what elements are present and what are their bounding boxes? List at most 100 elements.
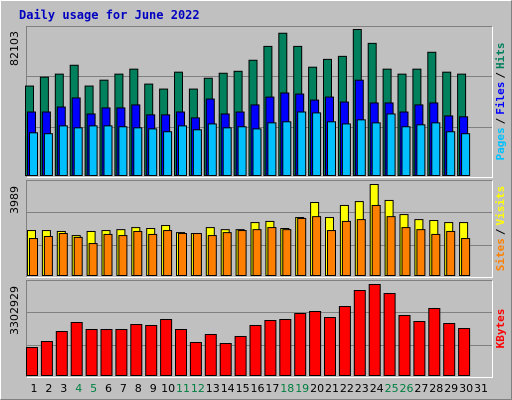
panel-shadow <box>26 280 493 378</box>
panel-highlight <box>26 26 493 178</box>
x-tick-label: 9 <box>150 382 157 395</box>
bar <box>163 131 173 176</box>
bar <box>324 317 336 377</box>
x-tick-label: 6 <box>105 382 112 395</box>
bar <box>371 122 381 176</box>
bar <box>192 233 202 276</box>
bar <box>133 230 143 276</box>
x-tick-label: 22 <box>340 382 354 395</box>
legend-entry: KBytes <box>494 309 507 349</box>
bar <box>222 127 232 176</box>
bar <box>178 233 187 276</box>
x-tick-label: 24 <box>370 382 384 395</box>
bar <box>446 131 456 176</box>
bar <box>282 229 292 277</box>
x-tick-label: 27 <box>414 382 428 395</box>
bar <box>237 230 247 277</box>
bar <box>413 320 426 377</box>
legend-separator: / <box>494 117 507 124</box>
bar <box>327 230 336 277</box>
bar <box>103 233 113 276</box>
legend: Pages / Files / Hits <box>494 43 507 161</box>
bar <box>100 328 113 376</box>
bar <box>383 293 396 377</box>
bar <box>312 216 322 276</box>
x-tick-label: 19 <box>295 382 309 395</box>
x-tick-label: 20 <box>310 382 324 395</box>
x-tick-label: 10 <box>161 382 175 395</box>
legend: Sites / Visits <box>494 186 507 272</box>
bar <box>264 320 277 376</box>
bar <box>178 125 187 176</box>
bar <box>58 125 68 176</box>
x-tick-label: 5 <box>90 382 97 395</box>
bar <box>327 121 336 176</box>
x-tick-label: 15 <box>236 382 250 395</box>
bar <box>249 324 262 376</box>
bar <box>252 128 262 177</box>
bar <box>118 235 128 276</box>
bar <box>428 307 441 377</box>
bar <box>145 324 158 376</box>
bar <box>130 324 143 376</box>
x-tick-label: 25 <box>385 382 399 395</box>
x-tick-label: 26 <box>400 382 414 395</box>
bar <box>222 232 232 277</box>
x-tick-label: 12 <box>191 382 205 395</box>
bar <box>416 124 426 176</box>
bar <box>192 129 202 177</box>
bar <box>88 125 98 176</box>
x-tick-label: 17 <box>265 382 279 395</box>
bar <box>55 331 68 377</box>
x-tick-label: 8 <box>135 382 142 395</box>
bar <box>461 238 471 276</box>
bar <box>70 321 83 377</box>
bar <box>458 327 471 376</box>
x-tick-label: 1 <box>31 382 38 395</box>
x-tick-label: 14 <box>221 382 235 395</box>
panel-shadow <box>26 180 493 278</box>
bar <box>309 310 322 376</box>
panel-highlight <box>26 180 493 278</box>
legend-entry: Pages <box>494 127 507 160</box>
bar <box>279 318 292 376</box>
bar <box>133 127 143 176</box>
bar <box>338 306 351 376</box>
panel-highlight <box>26 280 493 378</box>
bar <box>43 133 53 176</box>
bar <box>88 243 98 276</box>
bar <box>461 133 471 176</box>
x-tick-label: 18 <box>280 382 294 395</box>
x-tick-label: 21 <box>325 382 339 395</box>
bar <box>252 229 262 277</box>
bar <box>267 122 277 176</box>
bar <box>207 123 217 177</box>
x-tick-label: 28 <box>429 382 443 395</box>
bar <box>294 313 307 376</box>
legend-entry: Files <box>494 82 507 115</box>
x-tick-label: 13 <box>206 382 220 395</box>
bar <box>356 119 366 176</box>
x-tick-label: 11 <box>176 382 190 395</box>
legend-separator: / <box>494 72 507 79</box>
bar <box>297 217 307 276</box>
bar <box>386 113 396 176</box>
bar <box>148 128 158 177</box>
bar <box>282 121 292 176</box>
y-tick-label: 3989 <box>8 186 21 214</box>
bar <box>267 227 277 277</box>
x-tick-label: 7 <box>120 382 127 395</box>
bar <box>341 123 351 177</box>
legend-separator: / <box>494 228 507 235</box>
bar <box>73 127 83 176</box>
bar <box>386 216 396 276</box>
bar <box>219 343 232 377</box>
bar <box>401 227 411 277</box>
x-tick-label: 16 <box>251 382 265 395</box>
bar <box>40 341 53 376</box>
y-tick-label: 82103 <box>8 31 21 66</box>
x-tick-label: 3 <box>60 382 67 395</box>
legend-entry: Sites <box>494 238 507 271</box>
bar <box>160 318 173 376</box>
